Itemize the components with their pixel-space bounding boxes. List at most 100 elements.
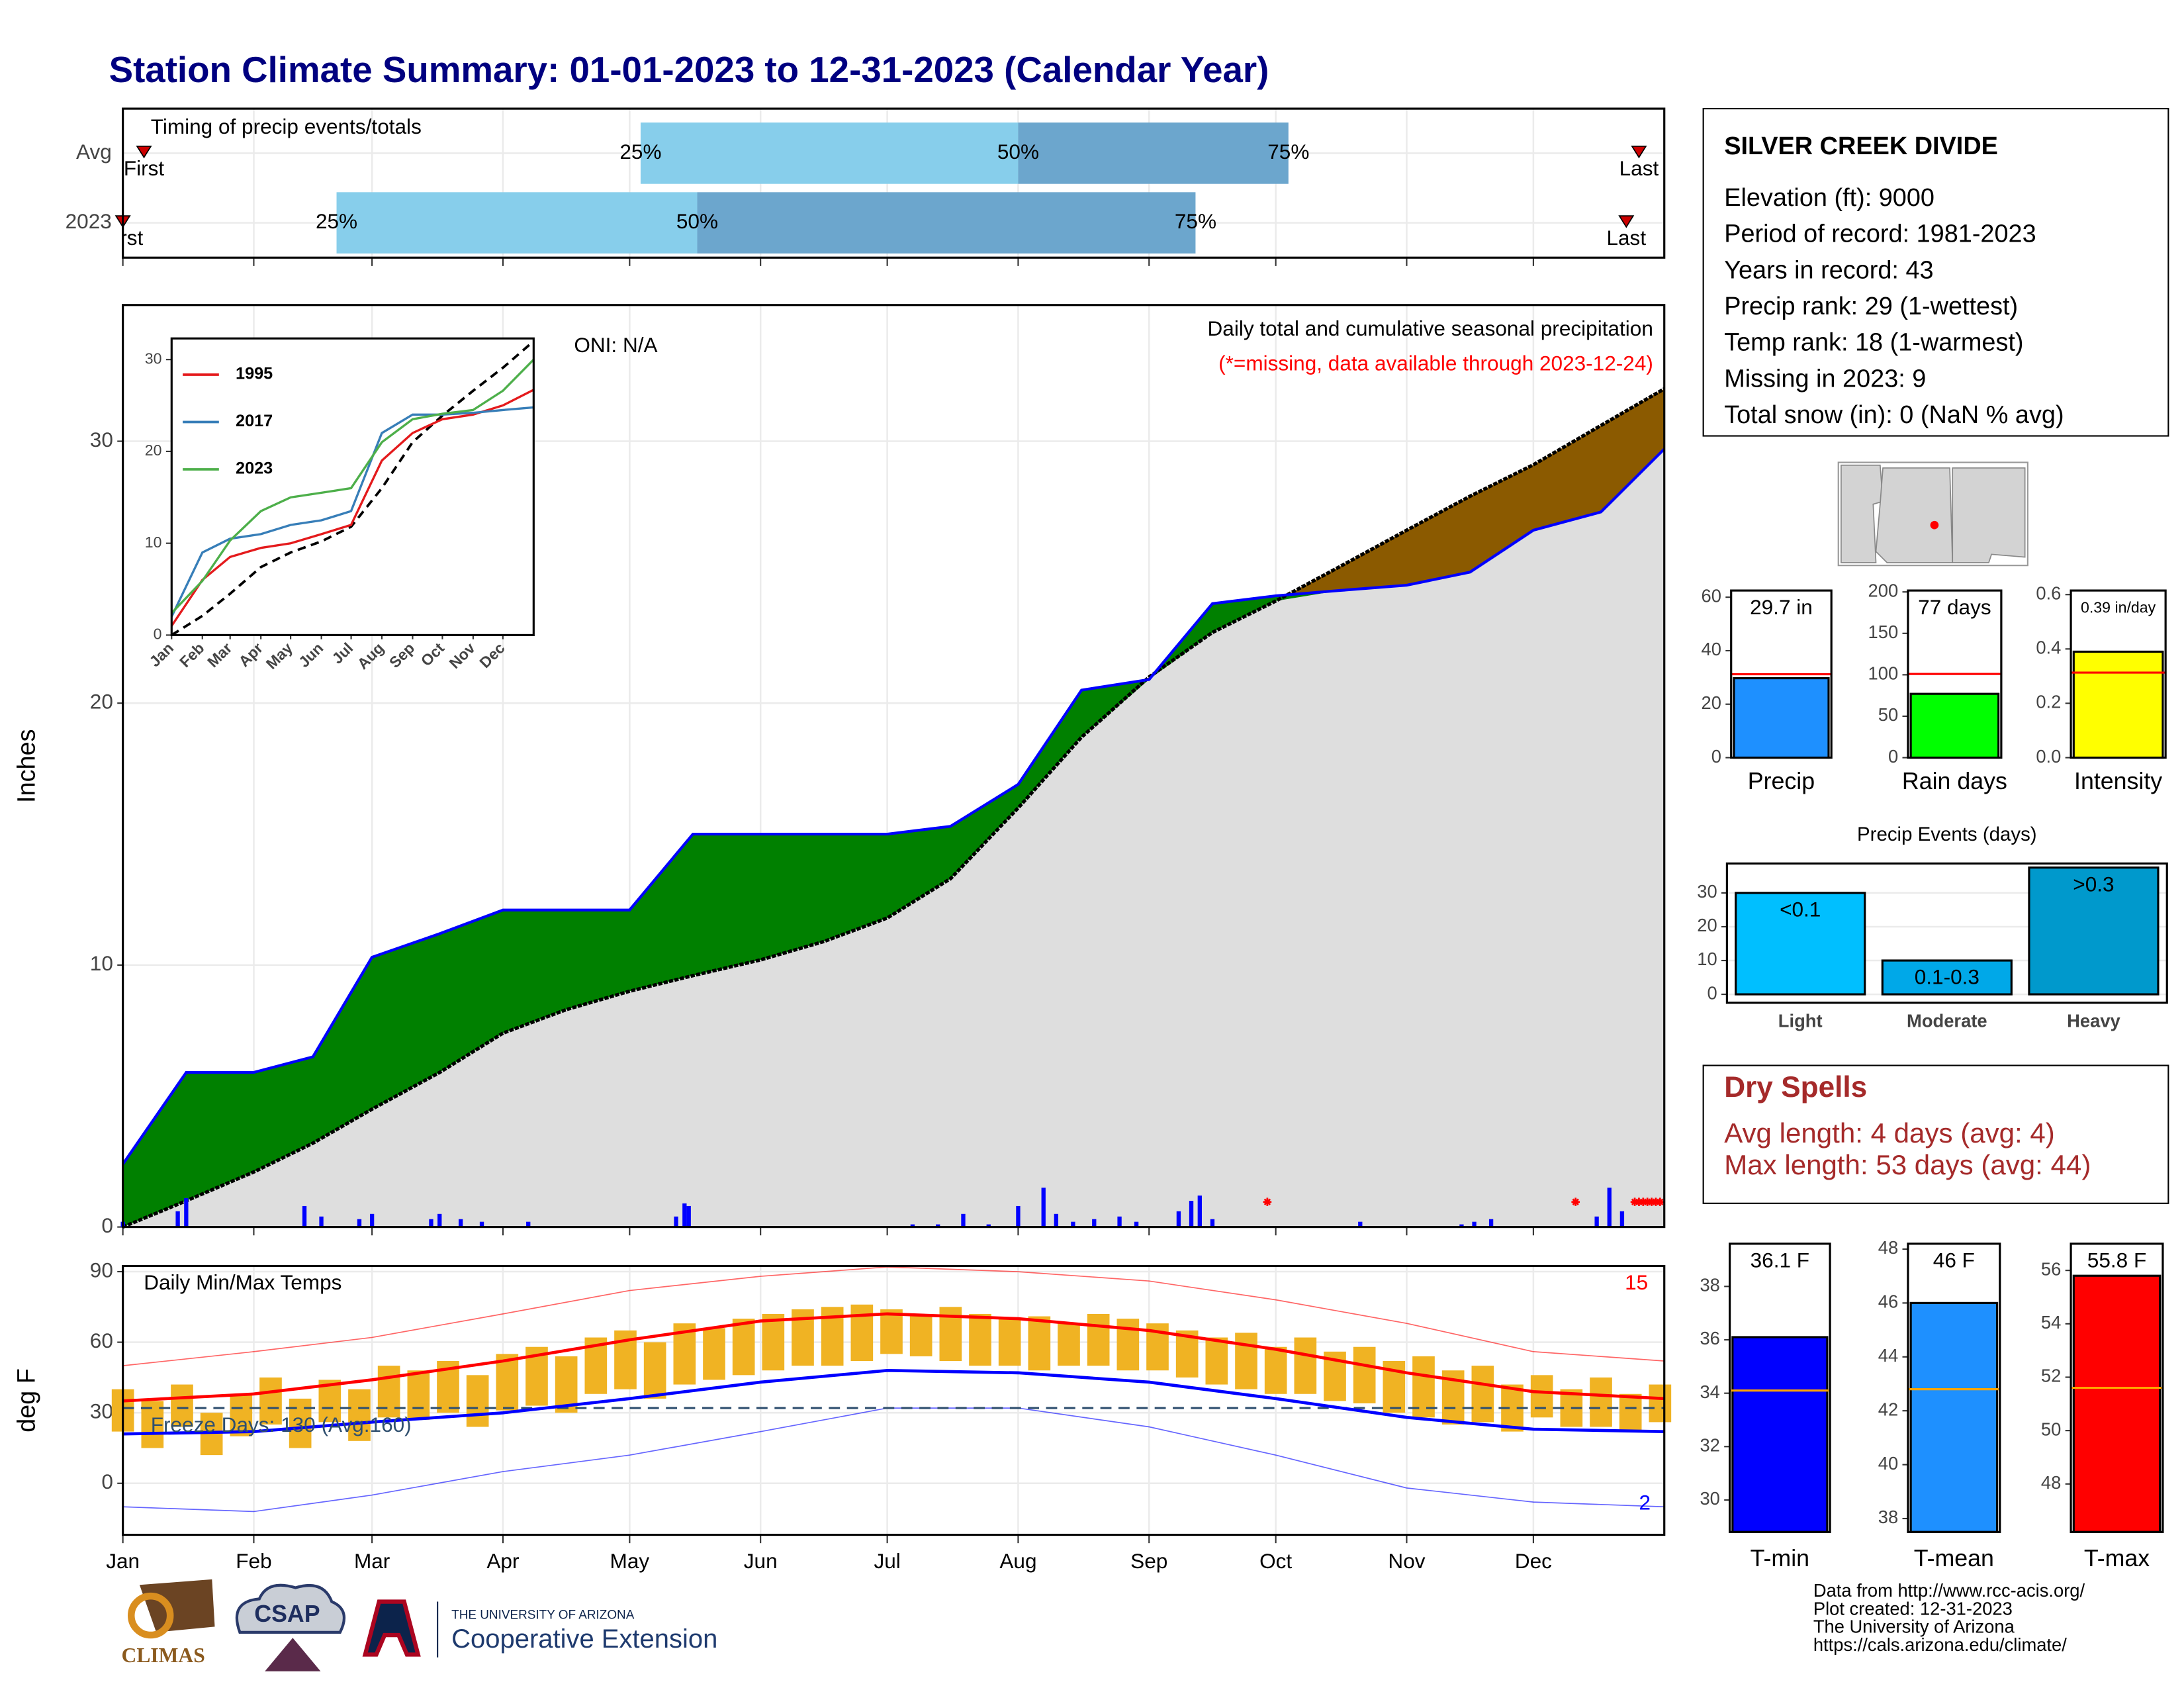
y-tick-label: 20 — [1702, 692, 1721, 713]
daily-temp-bar — [998, 1319, 1021, 1366]
avg-min-line — [122, 1368, 1664, 1436]
daily-temp-bar — [1471, 1366, 1494, 1423]
dry-spells-box — [1702, 1064, 2169, 1204]
daily-temp-bar — [1590, 1377, 1612, 1427]
x-tick-label: Jul — [874, 1549, 900, 1573]
percentile-label: 50% — [997, 140, 1039, 164]
daily-temp-bar — [466, 1375, 489, 1427]
daily-bar — [1041, 1188, 1046, 1227]
locator-map — [1837, 461, 2028, 567]
missing-marker — [1635, 1197, 1643, 1207]
credit-line: Plot created: 12-31-2023 — [1813, 1598, 2013, 1618]
value-label: 77 days — [1918, 595, 1991, 619]
y-tick-label: 200 — [1868, 580, 1899, 600]
daily-bar — [184, 1198, 189, 1227]
missing-marker — [1643, 1197, 1652, 1207]
map-state — [1875, 467, 1954, 563]
event-label: Last — [1606, 226, 1646, 250]
daily-bar — [936, 1224, 940, 1227]
legend-label: 2017 — [236, 412, 273, 430]
record-high-count: 15 — [1625, 1270, 1648, 1294]
credit-line: The University of Arizona — [1813, 1617, 2015, 1637]
daily-temp-bar — [880, 1309, 903, 1354]
bar — [1909, 1301, 1999, 1533]
daily-bar — [175, 1211, 180, 1227]
y-tick-label: 150 — [1868, 622, 1899, 642]
station-line: Period of record: 1981-2023 — [1724, 220, 2036, 248]
x-tick-label: Dec — [1515, 1549, 1552, 1573]
daily-temp-bar — [1205, 1337, 1228, 1385]
y-tick-label: 10 — [1697, 949, 1717, 969]
daily-bar — [1054, 1213, 1059, 1227]
bar — [2028, 867, 2160, 996]
bar — [1881, 959, 2013, 996]
percentile-label: 25% — [619, 140, 661, 164]
y-tick-label: 0 — [101, 1213, 113, 1237]
daily-bar — [1358, 1221, 1363, 1227]
y-tick-label: 52 — [2041, 1366, 2061, 1386]
daily-bar — [369, 1213, 375, 1227]
extension-name: Cooperative Extension — [451, 1624, 717, 1654]
station-line: Temp rank: 18 (1-warmest) — [1724, 329, 2023, 357]
value-label: 29.7 in — [1750, 595, 1813, 619]
percentile-label: 75% — [1267, 140, 1309, 164]
daily-bar — [910, 1224, 915, 1227]
y-tick-label: 0.2 — [2036, 692, 2061, 712]
daily-bar — [1594, 1216, 1599, 1227]
y-tick-label: 0 — [1888, 746, 1898, 767]
panel-title: Daily Min/Max Temps — [144, 1270, 341, 1294]
climas-text: CLIMAS — [122, 1644, 205, 1667]
category-label: Heavy — [2067, 1011, 2120, 1031]
ua-logo — [362, 1599, 421, 1657]
panel-border — [122, 107, 1666, 259]
daily-bar — [437, 1213, 442, 1227]
daily-temp-bar — [348, 1389, 371, 1441]
panel-border — [1729, 1243, 1831, 1533]
event-marker — [136, 146, 152, 159]
daily-temp-bar — [259, 1377, 282, 1425]
daily-temp-bar — [289, 1398, 312, 1448]
y-tick-label: 0 — [1711, 746, 1721, 767]
credit-line: Data from http://www.rcc-acis.org/ — [1813, 1580, 2085, 1601]
annotation: ONI: N/A — [574, 333, 657, 357]
panel-border — [122, 1264, 1666, 1536]
daily-temp-bar — [171, 1384, 193, 1427]
quartile-bar — [336, 192, 698, 254]
freeze-annotation: Freeze Days: 130 (Avg:160) — [151, 1413, 412, 1436]
x-tick-label: Mar — [354, 1549, 390, 1573]
y-tick-label: 44 — [1878, 1345, 1898, 1366]
station-name: SILVER CREEK DIVIDE — [1724, 132, 1998, 160]
bar — [1733, 677, 1830, 759]
daily-temp-bar — [407, 1370, 430, 1420]
daily-temp-bar — [762, 1313, 785, 1371]
daily-temp-bar — [1235, 1333, 1257, 1389]
bar — [2072, 650, 2164, 759]
x-tick-label: May — [610, 1549, 650, 1573]
csap-text: CSAP — [254, 1601, 320, 1627]
daily-bar — [1619, 1211, 1625, 1227]
x-tick-label: Jun — [744, 1549, 778, 1573]
daily-bar — [1092, 1219, 1097, 1227]
daily-temp-bar — [643, 1342, 666, 1399]
x-tick-label: Jan — [106, 1549, 140, 1573]
x-tick-label: Nov — [1388, 1549, 1425, 1573]
daily-temp-bar — [1058, 1323, 1080, 1366]
daily-bar — [1016, 1205, 1021, 1227]
daily-temp-bar — [1294, 1337, 1317, 1394]
y-axis-label: Inches — [13, 729, 41, 803]
series-line — [170, 389, 535, 627]
daily-bar — [319, 1216, 324, 1227]
daily-temp-bar — [732, 1319, 755, 1376]
quartile-bar — [697, 192, 1196, 254]
daily-temp-bar — [377, 1366, 400, 1418]
y-tick-label: 90 — [90, 1258, 113, 1282]
category-label: T-max — [2084, 1545, 2150, 1571]
y-tick-label: 48 — [1878, 1237, 1898, 1258]
bin-label: >0.3 — [2073, 872, 2114, 896]
daily-bar — [1134, 1221, 1139, 1227]
legend-label: 2023 — [236, 459, 273, 478]
category-label: T-min — [1751, 1545, 1809, 1571]
missing-marker — [1263, 1197, 1272, 1207]
